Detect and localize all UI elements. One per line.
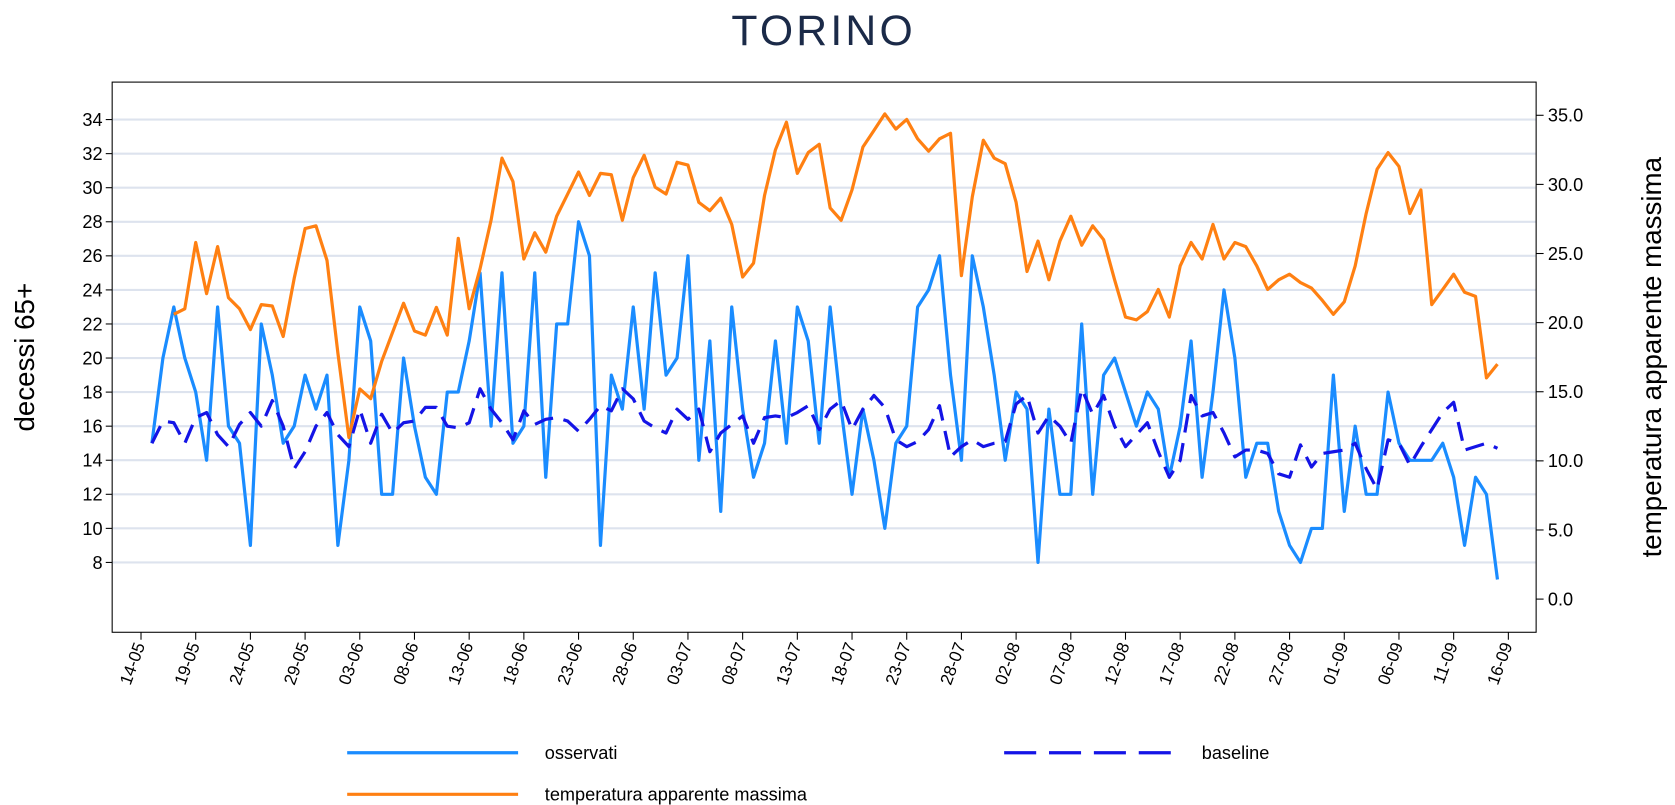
y-tick-label: 18 [82, 383, 102, 403]
series-line [173, 112, 1499, 439]
series-line [150, 220, 1500, 580]
x-tick-label: 11-09 [1429, 640, 1461, 686]
legend-label: baseline [1202, 743, 1270, 763]
x-tick-label: 13-06 [444, 640, 477, 687]
x-tick-label: 22-08 [1210, 640, 1243, 687]
x-tick-label: 19-05 [171, 640, 204, 687]
legend-label: temperatura apparente massima [545, 785, 808, 805]
y2-tick-label: 10.0 [1548, 451, 1583, 471]
x-tick-label: 17-08 [1155, 640, 1188, 687]
y2-tick-label: 30.0 [1548, 175, 1583, 195]
x-tick-label: 08-06 [390, 640, 423, 687]
y-tick-label: 28 [82, 212, 102, 232]
x-tick-label: 16-09 [1484, 640, 1517, 687]
y-tick-label: 8 [92, 553, 102, 573]
y-tick-label: 22 [82, 314, 102, 334]
x-tick-label: 02-08 [991, 640, 1024, 687]
x-tick-label: 23-07 [882, 640, 915, 687]
y-tick-label: 16 [82, 417, 102, 437]
x-tick-label: 28-07 [937, 640, 970, 687]
x-tick-label: 24-05 [226, 640, 259, 687]
x-tick-label: 07-08 [1046, 640, 1079, 687]
series-line [150, 387, 1499, 491]
x-tick-label: 01-09 [1319, 640, 1352, 687]
y-tick-label: 24 [82, 280, 102, 300]
x-tick-label: 29-05 [280, 640, 313, 687]
y2-tick-label: 25.0 [1548, 244, 1583, 264]
plot-frame [111, 81, 1537, 633]
y2-tick-label: 35.0 [1548, 106, 1583, 126]
x-tick-label: 14-05 [116, 640, 149, 687]
legend-label: osservati [545, 743, 618, 763]
x-tick-label: 03-06 [335, 640, 368, 687]
y2-tick-label: 5.0 [1548, 520, 1573, 540]
x-tick-label: 28-06 [608, 640, 641, 687]
x-tick-label: 03-07 [663, 640, 696, 687]
y2-tick-label: 0.0 [1548, 590, 1573, 610]
y-axis-label: decessi 65+ [9, 283, 40, 432]
y-tick-label: 34 [82, 110, 102, 130]
y-tick-label: 14 [82, 451, 102, 471]
x-tick-label: 18-07 [827, 640, 860, 687]
x-tick-label: 06-09 [1374, 640, 1407, 687]
x-tick-label: 13-07 [773, 640, 806, 687]
x-tick-label: 27-08 [1265, 640, 1298, 687]
x-tick-label: 12-08 [1101, 640, 1134, 687]
y-tick-label: 12 [82, 485, 102, 505]
x-tick-label: 23-06 [554, 640, 587, 687]
y-tick-label: 10 [82, 519, 102, 539]
x-tick-label: 08-07 [718, 640, 751, 687]
y-tick-label: 32 [82, 144, 102, 164]
chart-title: TORINO [731, 7, 916, 55]
y2-tick-label: 15.0 [1548, 382, 1583, 402]
y2-axis-label: temperatura apparente massima [1636, 156, 1667, 557]
y-tick-label: 30 [82, 178, 102, 198]
y-tick-label: 26 [82, 246, 102, 266]
x-tick-label: 18-06 [499, 640, 532, 687]
y-tick-label: 20 [82, 348, 102, 368]
y2-tick-label: 20.0 [1548, 313, 1583, 333]
